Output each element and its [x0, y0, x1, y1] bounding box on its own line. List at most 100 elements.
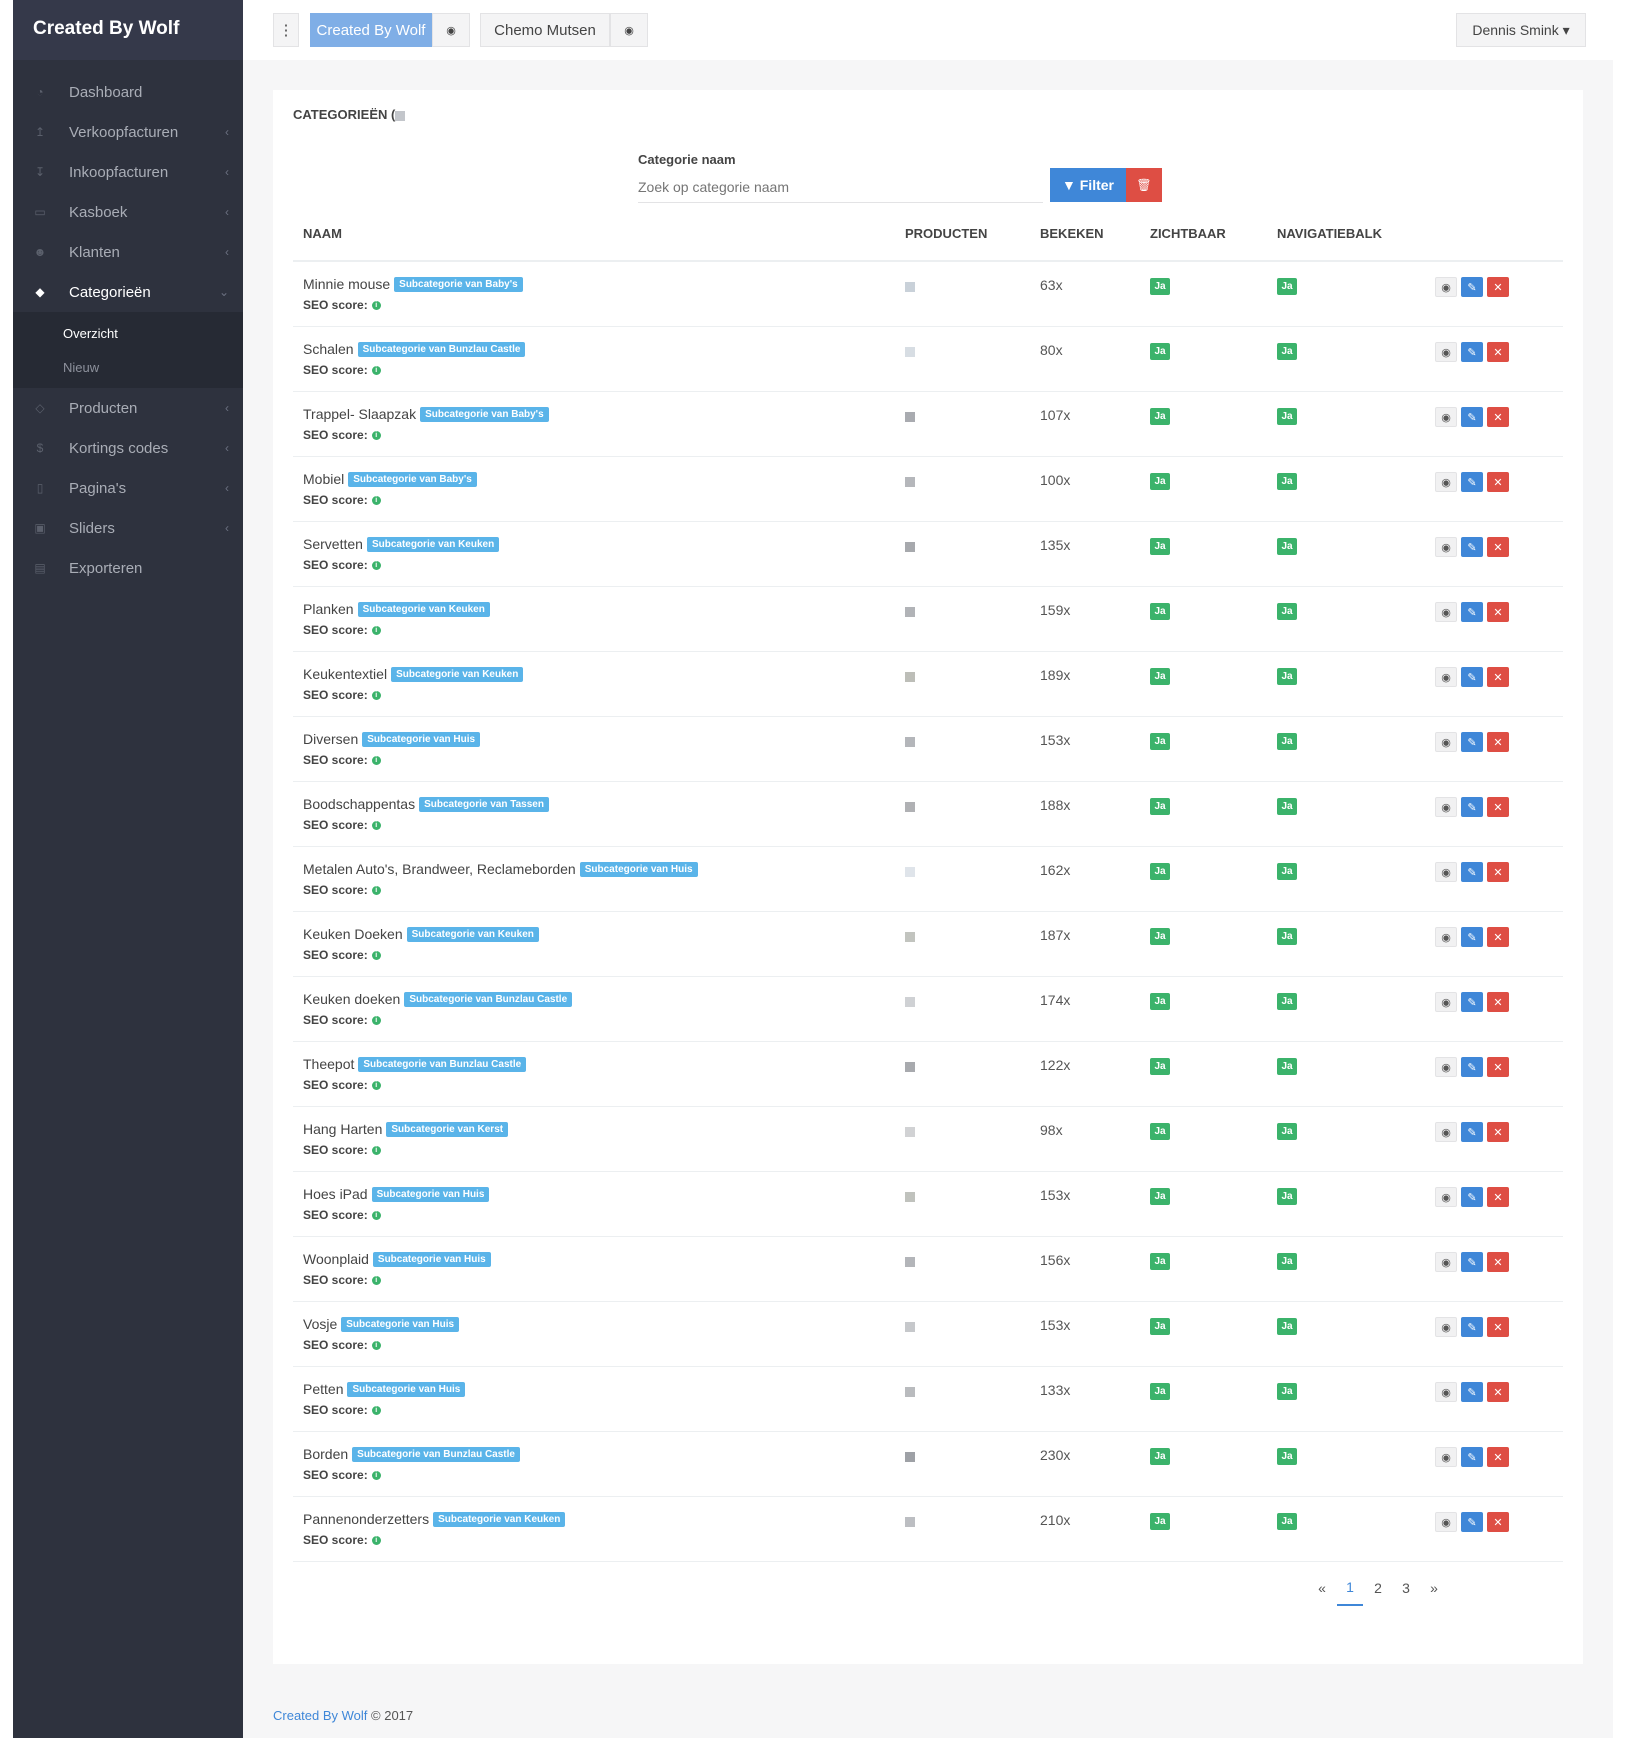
view-icon[interactable]: ◉: [1435, 472, 1457, 492]
store-button-created-by-wolf[interactable]: Created By Wolf: [310, 13, 432, 47]
view-icon[interactable]: ◉: [1435, 1512, 1457, 1532]
category-name[interactable]: Hoes iPad: [303, 1186, 368, 1202]
th-zichtbaar[interactable]: ZICHTBAAR: [1150, 226, 1226, 241]
trash-icon[interactable]: ✕: [1487, 1252, 1509, 1272]
visible-badge[interactable]: Ja: [1150, 1123, 1170, 1140]
view-icon[interactable]: ◉: [1435, 407, 1457, 427]
visible-badge[interactable]: Ja: [1150, 603, 1170, 620]
view-icon[interactable]: ◉: [1435, 927, 1457, 947]
trash-icon[interactable]: ✕: [1487, 277, 1509, 297]
sidebar-item-inkoopfacturen[interactable]: ↧ Inkoopfacturen ‹: [13, 152, 243, 192]
edit-icon[interactable]: ✎: [1461, 1382, 1483, 1402]
trash-icon[interactable]: ✕: [1487, 1187, 1509, 1207]
edit-icon[interactable]: ✎: [1461, 927, 1483, 947]
sidebar-item-pagina-s[interactable]: ▯ Pagina's ‹: [13, 468, 243, 508]
visible-badge[interactable]: Ja: [1150, 1318, 1170, 1335]
navbar-badge[interactable]: Ja: [1277, 668, 1297, 685]
view-icon[interactable]: ◉: [1435, 602, 1457, 622]
sidebar-subitem-nieuw[interactable]: Nieuw: [63, 359, 100, 375]
view-icon[interactable]: ◉: [1435, 1252, 1457, 1272]
filter-button[interactable]: ▼ Filter: [1050, 168, 1126, 202]
page-2-button[interactable]: 2: [1374, 1580, 1382, 1596]
navbar-badge[interactable]: Ja: [1277, 1188, 1297, 1205]
category-name[interactable]: Metalen Auto's, Brandweer, Reclameborden: [303, 861, 576, 877]
navbar-badge[interactable]: Ja: [1277, 1513, 1297, 1530]
edit-icon[interactable]: ✎: [1461, 1317, 1483, 1337]
th-naam[interactable]: NAAM: [303, 226, 342, 241]
navbar-badge[interactable]: Ja: [1277, 798, 1297, 815]
view-icon[interactable]: ◉: [1435, 277, 1457, 297]
trash-icon[interactable]: ✕: [1487, 1512, 1509, 1532]
sidebar-item-sliders[interactable]: ▣ Sliders ‹: [13, 508, 243, 548]
trash-icon[interactable]: ✕: [1487, 992, 1509, 1012]
sidebar-item-exporteren[interactable]: ▤ Exporteren: [13, 548, 243, 588]
edit-icon[interactable]: ✎: [1461, 667, 1483, 687]
edit-icon[interactable]: ✎: [1461, 732, 1483, 752]
footer-link[interactable]: Created By Wolf: [273, 1708, 368, 1723]
edit-icon[interactable]: ✎: [1461, 992, 1483, 1012]
category-name[interactable]: Keuken doeken: [303, 991, 401, 1007]
edit-icon[interactable]: ✎: [1461, 407, 1483, 427]
category-name[interactable]: Minnie mouse: [303, 276, 391, 292]
navbar-badge[interactable]: Ja: [1277, 473, 1297, 490]
navbar-badge[interactable]: Ja: [1277, 1123, 1297, 1140]
edit-icon[interactable]: ✎: [1461, 342, 1483, 362]
visible-badge[interactable]: Ja: [1150, 1253, 1170, 1270]
navbar-badge[interactable]: Ja: [1277, 1383, 1297, 1400]
view-icon[interactable]: ◉: [1435, 1122, 1457, 1142]
navbar-badge[interactable]: Ja: [1277, 1253, 1297, 1270]
sidebar-item-kasboek[interactable]: ▭ Kasboek ‹: [13, 192, 243, 232]
trash-icon[interactable]: ✕: [1487, 797, 1509, 817]
navbar-badge[interactable]: Ja: [1277, 1448, 1297, 1465]
trash-icon[interactable]: ✕: [1487, 1447, 1509, 1467]
visible-badge[interactable]: Ja: [1150, 1513, 1170, 1530]
sidebar-item-kortings-codes[interactable]: $ Kortings codes ‹: [13, 428, 243, 468]
edit-icon[interactable]: ✎: [1461, 602, 1483, 622]
edit-icon[interactable]: ✎: [1461, 862, 1483, 882]
page-1-button[interactable]: 1: [1337, 1570, 1363, 1606]
visible-badge[interactable]: Ja: [1150, 1383, 1170, 1400]
visible-badge[interactable]: Ja: [1150, 538, 1170, 555]
clear-filter-button[interactable]: 🗑: [1126, 168, 1162, 202]
sidebar-item-dashboard[interactable]: ◔ Dashboard: [13, 72, 243, 112]
trash-icon[interactable]: ✕: [1487, 407, 1509, 427]
category-name[interactable]: Planken: [303, 601, 354, 617]
category-name[interactable]: Woonplaid: [303, 1251, 369, 1267]
category-name[interactable]: Keukentextiel: [303, 666, 388, 682]
sidebar-item-categorie-n[interactable]: ◆ Categorieën ⌄: [13, 272, 243, 312]
visible-badge[interactable]: Ja: [1150, 993, 1170, 1010]
visible-badge[interactable]: Ja: [1150, 408, 1170, 425]
category-name[interactable]: Boodschappentas: [303, 796, 416, 812]
store-button-chemo-mutsen[interactable]: Chemo Mutsen: [480, 13, 610, 47]
navbar-badge[interactable]: Ja: [1277, 733, 1297, 750]
navbar-badge[interactable]: Ja: [1277, 538, 1297, 555]
menu-toggle-button[interactable]: ⋮: [273, 13, 299, 47]
navbar-badge[interactable]: Ja: [1277, 1318, 1297, 1335]
category-name[interactable]: Diversen: [303, 731, 359, 747]
view-icon[interactable]: ◉: [1435, 1057, 1457, 1077]
edit-icon[interactable]: ✎: [1461, 1252, 1483, 1272]
category-name[interactable]: Keuken Doeken: [303, 926, 403, 942]
sidebar-subitem-overzicht[interactable]: Overzicht: [63, 325, 118, 341]
trash-icon[interactable]: ✕: [1487, 862, 1509, 882]
category-name[interactable]: Vosje: [303, 1316, 338, 1332]
visible-badge[interactable]: Ja: [1150, 1188, 1170, 1205]
eye-icon[interactable]: ◉: [610, 13, 648, 47]
category-search-input[interactable]: [638, 172, 1043, 203]
category-name[interactable]: Servetten: [303, 536, 363, 552]
edit-icon[interactable]: ✎: [1461, 537, 1483, 557]
view-icon[interactable]: ◉: [1435, 862, 1457, 882]
next-page-button[interactable]: »: [1430, 1580, 1438, 1596]
trash-icon[interactable]: ✕: [1487, 1122, 1509, 1142]
edit-icon[interactable]: ✎: [1461, 1122, 1483, 1142]
visible-badge[interactable]: Ja: [1150, 343, 1170, 360]
navbar-badge[interactable]: Ja: [1277, 408, 1297, 425]
trash-icon[interactable]: ✕: [1487, 927, 1509, 947]
category-name[interactable]: Hang Harten: [303, 1121, 383, 1137]
visible-badge[interactable]: Ja: [1150, 798, 1170, 815]
trash-icon[interactable]: ✕: [1487, 1382, 1509, 1402]
navbar-badge[interactable]: Ja: [1277, 1058, 1297, 1075]
category-name[interactable]: Schalen: [303, 341, 354, 357]
view-icon[interactable]: ◉: [1435, 342, 1457, 362]
trash-icon[interactable]: ✕: [1487, 342, 1509, 362]
